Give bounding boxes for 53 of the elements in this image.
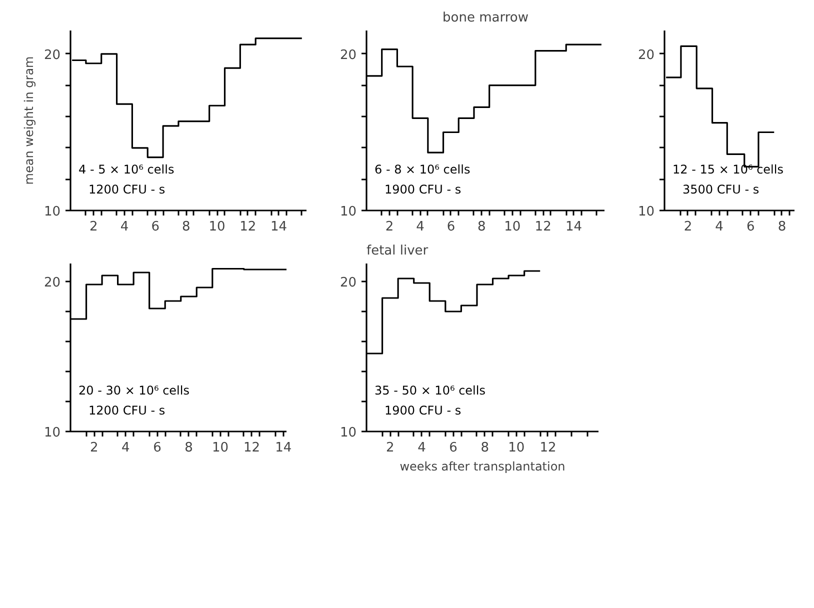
x-tick-label: 8 xyxy=(478,220,486,234)
x-tick-label: 6 xyxy=(153,440,162,456)
x-tick-label: 6 xyxy=(746,220,755,234)
y-tick-label: 20 xyxy=(44,48,61,63)
x-tick-label: 2 xyxy=(684,220,692,234)
x-tick-label: 12 xyxy=(534,220,552,234)
x-axis-title: weeks after transplantation xyxy=(400,460,566,474)
x-tick-label: 2 xyxy=(386,440,394,456)
x-tick-label: 14 xyxy=(566,220,582,234)
x-tick-label: 4 xyxy=(416,220,424,234)
annotation: 20 - 30 × 10⁶ cells xyxy=(78,384,190,398)
annotation: 1900 CFU - s xyxy=(384,404,462,418)
x-tick-label: 2 xyxy=(385,220,394,234)
x-tick-label: 14 xyxy=(275,440,292,456)
annotation: 1900 CFU - s xyxy=(384,182,462,196)
x-tick-label: 10 xyxy=(212,440,229,456)
x-tick-label: 4 xyxy=(418,440,426,456)
y-tick-label: 10 xyxy=(340,204,357,220)
chart-title: fetal liver xyxy=(366,244,429,258)
x-tick-label: 8 xyxy=(778,220,786,234)
annotation: 3500 CFU - s xyxy=(682,182,760,196)
y-tick-label: 10 xyxy=(44,426,61,440)
y-tick-label: 20 xyxy=(340,276,357,290)
x-tick-label: 6 xyxy=(449,440,458,456)
annotation: 1200 CFU - s xyxy=(88,182,166,196)
x-tick-label: 8 xyxy=(480,440,490,456)
x-tick-label: 4 xyxy=(122,440,130,456)
annotation: 4 - 5 × 10⁶ cells xyxy=(78,162,174,176)
x-tick-label: 6 xyxy=(151,220,160,234)
x-tick-label: 8 xyxy=(182,220,190,234)
x-tick-label: 6 xyxy=(446,220,456,234)
x-tick-label: 4 xyxy=(120,220,129,234)
x-tick-label: 4 xyxy=(715,220,724,234)
annotation: 1200 CFU - s xyxy=(88,404,166,418)
annotation: 35 - 50 × 10⁶ cells xyxy=(374,384,486,398)
x-tick-label: 12 xyxy=(540,440,556,456)
y-axis-title: mean weight in gram xyxy=(22,56,36,185)
x-tick-label: 10 xyxy=(508,440,525,456)
y-tick-label: 10 xyxy=(44,204,61,220)
x-tick-label: 14 xyxy=(270,220,288,234)
x-tick-label: 2 xyxy=(90,440,98,456)
x-tick-label: 2 xyxy=(90,220,98,234)
x-tick-label: 12 xyxy=(240,220,256,234)
y-tick-label: 10 xyxy=(340,426,357,440)
chart-title: bone marrow xyxy=(442,10,529,26)
x-tick-label: 12 xyxy=(244,440,260,456)
x-tick-label: 10 xyxy=(504,220,521,234)
x-tick-label: 8 xyxy=(184,440,193,456)
y-tick-label: 20 xyxy=(44,276,61,290)
y-tick-label: 20 xyxy=(638,48,655,63)
annotation: 6 - 8 × 10⁶ cells xyxy=(374,162,470,176)
x-tick-label: 10 xyxy=(208,220,226,234)
y-tick-label: 20 xyxy=(340,48,357,63)
